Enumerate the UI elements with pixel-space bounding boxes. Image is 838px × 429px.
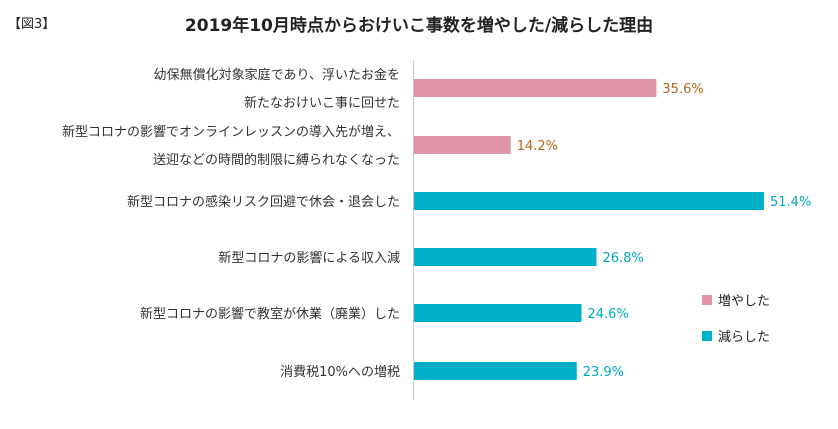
bar-4 [414, 304, 582, 322]
value-label-2: 51.4% [770, 195, 811, 210]
value-label-3: 26.8% [602, 251, 643, 266]
legend-label-0: 増やした [718, 294, 770, 309]
bar-1 [414, 136, 511, 154]
legend-swatch-1 [702, 331, 712, 341]
bar-5 [414, 362, 577, 380]
category-label-0-0: 幼保無償化対象家庭であり、浮いたお金を [154, 67, 400, 83]
legend-swatch-0 [702, 295, 712, 305]
category-label-0-1: 新たなおけいこ事に回せた [244, 95, 400, 111]
figure-label: 【図3】 [8, 17, 56, 32]
bar-0 [414, 79, 657, 97]
value-label-5: 23.9% [583, 365, 624, 380]
category-label-2-0: 新型コロナの感染リスク回避で休会・退会した [127, 194, 400, 210]
value-label-1: 14.2% [517, 139, 558, 154]
category-label-5-0: 消費税10%への増税 [280, 365, 400, 380]
category-label-4-0: 新型コロナの影響で教室が休業（廃業）した [140, 306, 400, 322]
legend-label-1: 減らした [718, 329, 770, 345]
bars-group [414, 79, 764, 380]
category-label-1-1: 送迎などの時間的制限に縛られなくなった [153, 152, 400, 168]
bar-2 [414, 192, 764, 210]
category-label-1-0: 新型コロナの影響でオンラインレッスンの導入先が増え、 [62, 124, 400, 140]
bar-3 [414, 248, 597, 266]
value-label-4: 24.6% [588, 307, 629, 322]
value-label-0: 35.6% [662, 82, 703, 97]
chart-title: 2019年10月時点からおけいこ事数を増やした/減らした理由 [184, 16, 654, 36]
category-label-3-0: 新型コロナの影響による収入減 [218, 250, 400, 266]
